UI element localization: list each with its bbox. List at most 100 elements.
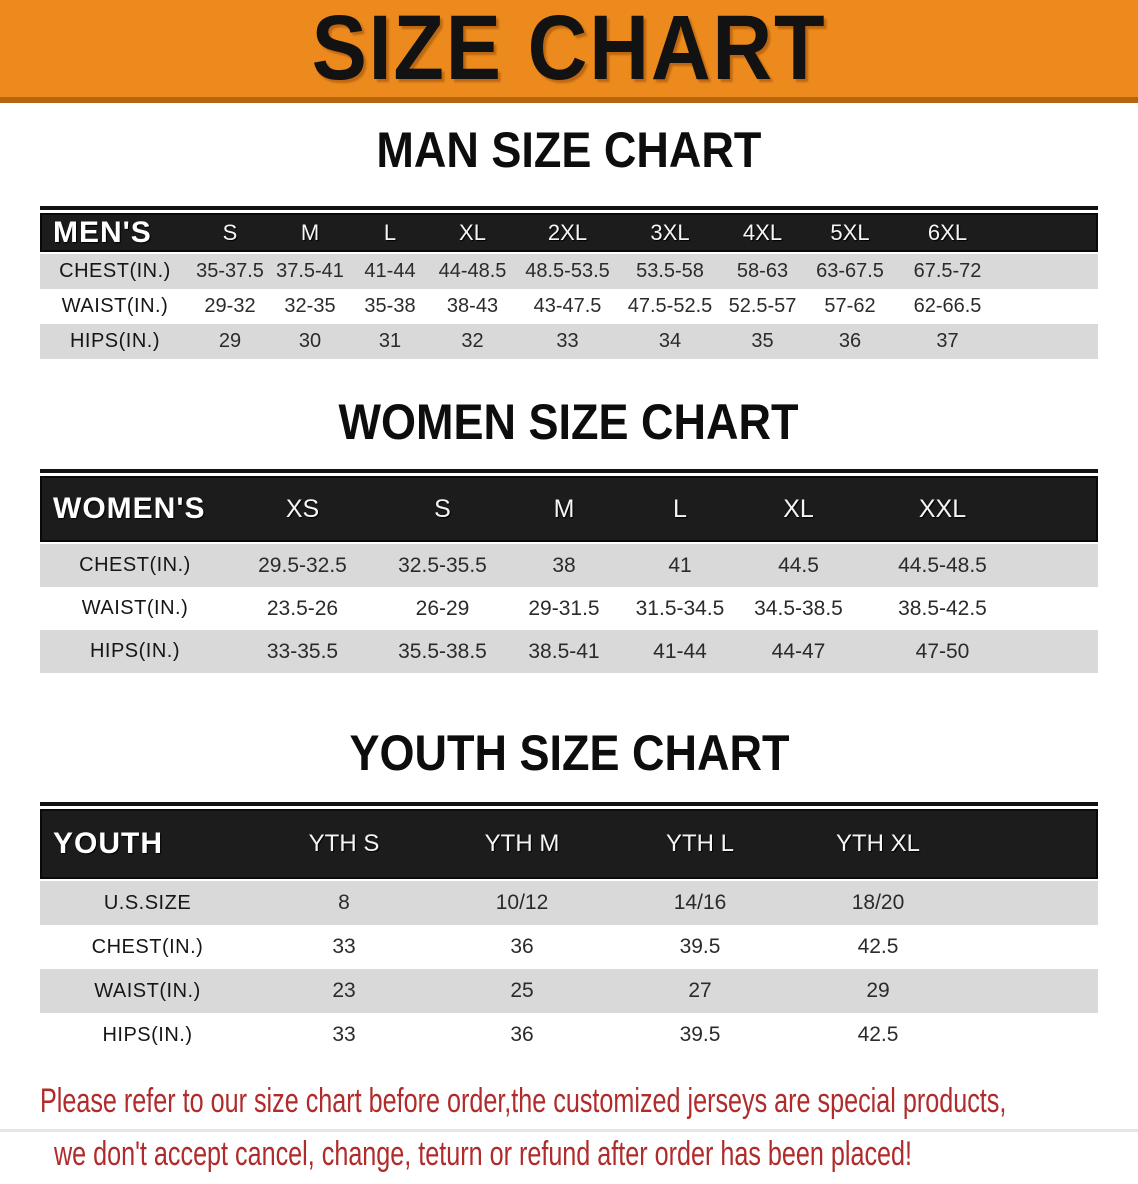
mens-chest-row: CHEST(IN.) 35-37.5 37.5-41 41-44 44-48.5… [40,254,1098,289]
size-cell: 67.5-72 [913,260,982,282]
size-cell: 32-35 [284,295,336,317]
womens-size-header: XXL [918,494,967,523]
size-cell: 26-29 [415,596,470,620]
youth-size-header: YTH XL [835,830,921,857]
size-cell: 53.5-58 [636,260,704,282]
womens-size-header: L [673,494,687,523]
size-cell: 36 [510,1023,534,1046]
size-cell: 31 [378,330,402,352]
size-cell: 44.5-48.5 [898,553,987,577]
womens-size-header: S [434,494,451,523]
size-cell: 36 [838,330,862,352]
row-label: WAIST(IN.) [81,597,189,619]
mens-size-header: 4XL [742,219,783,245]
youth-size-table: YOUTH YTH S YTH M YTH L YTH XL U.S.SIZE … [40,802,1098,1057]
womens-chest-row: CHEST(IN.) 29.5-32.5 32.5-35.5 38 41 44.… [40,544,1098,587]
mens-hips-row: HIPS(IN.) 29 30 31 32 33 34 35 36 37 [40,324,1098,359]
size-cell: 57-62 [824,295,876,317]
youth-table-header-row: YOUTH YTH S YTH M YTH L YTH XL [40,809,1098,879]
policy-note-text-2: we don't accept cancel, change, teturn o… [54,1135,912,1173]
womens-size-header: XL [783,494,814,523]
size-cell: 32 [461,330,484,352]
policy-note-line-2: we don't accept cancel, change, teturn o… [40,1131,1138,1184]
size-cell: 37.5-41 [276,260,344,282]
size-cell: 38-43 [446,295,499,317]
size-cell: 47-50 [915,639,970,663]
mens-table-topline [40,206,1098,210]
womens-table-topline [40,469,1098,473]
youth-size-header: YTH M [484,830,560,857]
size-cell: 34.5-38.5 [754,596,843,620]
size-cell: 38 [552,553,576,577]
size-cell: 41-44 [364,260,416,282]
youth-waist-row: WAIST(IN.) 23 25 27 29 [40,969,1098,1013]
size-cell: 33 [332,935,356,958]
women-heading-text: WOMEN SIZE CHART [339,394,799,450]
womens-size-header: M [553,494,575,523]
youth-ussize-row: U.S.SIZE 8 10/12 14/16 18/20 [40,881,1098,925]
youth-group-label: YOUTH [53,827,163,860]
size-cell: 32.5-35.5 [398,553,487,577]
row-label: WAIST(IN.) [61,295,169,317]
mens-waist-row: WAIST(IN.) 29-32 32-35 35-38 38-43 43-47… [40,289,1098,324]
size-cell: 58-63 [736,260,789,282]
mens-size-header: L [383,219,397,245]
size-cell: 35-38 [364,295,416,317]
size-cell: 44-47 [771,639,826,663]
size-cell: 43-47.5 [533,295,602,317]
size-cell: 8 [338,891,350,914]
size-cell: 33 [332,1023,356,1046]
size-cell: 41 [668,553,692,577]
womens-table-header-row: WOMEN'S XS S M L XL XXL [40,476,1098,542]
womens-group-label: WOMEN'S [53,492,206,525]
size-cell: 42.5 [857,1023,899,1046]
size-cell: 36 [510,935,534,958]
row-label: CHEST(IN.) [79,554,191,576]
size-cell: 44-48.5 [438,260,507,282]
youth-hips-row: HIPS(IN.) 33 36 39.5 42.5 [40,1013,1098,1057]
size-cell: 33-35.5 [266,639,339,663]
size-cell: 33 [556,330,579,352]
size-cell: 29-32 [204,295,256,317]
mens-size-header: S [222,219,238,245]
womens-size-header: XS [285,494,320,523]
banner-title: SIZE CHART [311,0,827,99]
row-label: HIPS(IN.) [69,330,161,352]
row-label: CHEST(IN.) [91,935,204,958]
mens-size-header: M [300,219,320,245]
size-cell: 62-66.5 [913,295,982,317]
mens-size-header: XL [459,219,486,245]
size-cell: 35.5-38.5 [398,639,487,663]
youth-size-header: YTH S [308,830,380,857]
policy-note-text-1: Please refer to our size chart before or… [40,1082,1007,1120]
size-cell: 18/20 [851,891,905,914]
mens-size-header: 2XL [547,219,588,245]
mens-size-header: 3XL [650,219,690,245]
mens-group-label: MEN'S [53,215,152,249]
size-cell: 23.5-26 [266,596,339,620]
women-size-chart-heading: WOMEN SIZE CHART [0,395,1138,462]
size-cell: 10/12 [495,891,549,914]
womens-hips-row: HIPS(IN.) 33-35.5 35.5-38.5 38.5-41 41-4… [40,630,1098,673]
man-heading-text: MAN SIZE CHART [376,122,762,178]
bottom-edge-line [0,1129,1138,1132]
size-cell: 14/16 [673,891,727,914]
youth-size-chart-heading: YOUTH SIZE CHART [0,726,1138,793]
size-cell: 47.5-52.5 [627,295,713,317]
size-cell: 52.5-57 [728,295,797,317]
size-cell: 41-44 [653,639,707,663]
size-cell: 44.5 [778,553,819,577]
womens-size-table: WOMEN'S XS S M L XL XXL CHEST(IN.) 29.5-… [40,469,1098,673]
row-label: CHEST(IN.) [59,260,171,282]
size-cell: 37 [936,330,959,352]
mens-size-header: 6XL [927,219,968,245]
policy-note-line-1: Please refer to our size chart before or… [40,1078,1138,1131]
youth-table-topline [40,802,1098,806]
row-label: HIPS(IN.) [102,1023,193,1046]
womens-waist-row: WAIST(IN.) 23.5-26 26-29 29-31.5 31.5-34… [40,587,1098,630]
row-label: HIPS(IN.) [89,640,181,662]
size-cell: 25 [510,979,534,1002]
size-cell: 30 [298,330,322,352]
youth-size-header: YTH L [665,830,734,857]
size-cell: 29.5-32.5 [258,553,347,577]
